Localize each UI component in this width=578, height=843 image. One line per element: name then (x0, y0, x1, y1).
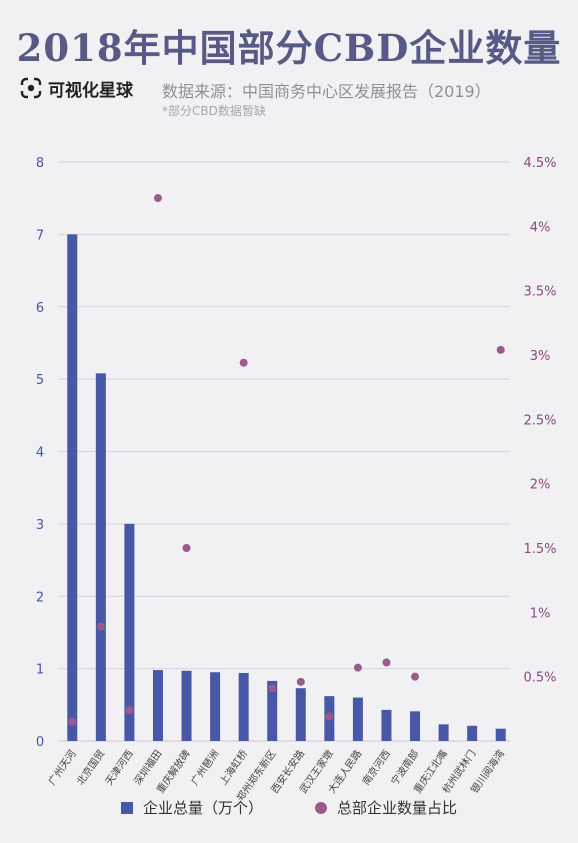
scatter-point (411, 672, 420, 681)
left-axis-tick-label: 4 (36, 446, 44, 461)
bar (210, 672, 221, 741)
left-axis-tick-label: 5 (36, 373, 44, 388)
scatter-point (353, 663, 362, 672)
x-axis-category-label: 上海虹桥 (217, 747, 251, 787)
bar (467, 725, 478, 741)
bar (295, 688, 306, 741)
brand-logo: 可视化星球 (20, 76, 133, 101)
scatter-point (496, 345, 505, 354)
scatter-point (382, 658, 391, 667)
bar (238, 672, 249, 741)
data-note: *部分CBD数据暂缺 (162, 104, 266, 118)
right-axis-tick-label: 4.5% (523, 156, 556, 171)
right-axis-tick-label: 4% (530, 220, 551, 235)
chart-plot: 0 1 2 3 4 5 6 7 8 0.5% 1% 1.5% 2% 2.5% 3% 3.5% 4% 4.5% 广州天… (36, 156, 557, 800)
scatter-point (182, 544, 191, 552)
data-source: 数据来源：中国商务中心区发展报告（2019） (162, 82, 491, 101)
legend-dot-swatch (315, 801, 327, 814)
bar (95, 373, 106, 741)
x-axis-category-label: 深圳福田 (131, 747, 165, 787)
right-axis-tick-label: 3% (530, 349, 551, 364)
bar (67, 234, 78, 741)
scatter-point (125, 706, 134, 715)
bar (410, 711, 421, 741)
x-axis-category-label: 南京河西 (359, 747, 393, 787)
chart-legend: 企业总量（万个） 总部企业数量占比 (0, 797, 578, 818)
x-axis-category-label: 广州天河 (46, 748, 79, 788)
x-axis-category-label: 广州琶洲 (189, 748, 222, 788)
left-axis-tick-label: 3 (36, 518, 44, 533)
left-axis-tick-label: 6 (36, 301, 44, 316)
left-axis-tick-label: 2 (36, 590, 44, 605)
right-axis-tick-label: 3.5% (523, 285, 556, 300)
bar (352, 697, 363, 741)
x-axis-category-label: 宁波南部 (388, 747, 422, 787)
x-axis-category-label: 天津河西 (103, 748, 136, 788)
scatter-point (153, 194, 162, 203)
right-axis-tick-label: 1% (530, 606, 551, 621)
right-axis-tick-label: 0.5% (523, 671, 556, 686)
legend-label-bars: 企业总量（万个） (142, 799, 263, 817)
brand-name: 可视化星球 (48, 80, 133, 101)
scatter-point (296, 677, 305, 686)
legend-item-dots: 总部企业数量占比 (315, 797, 457, 818)
left-axis-tick-label: 8 (36, 156, 44, 171)
scatter-point (325, 712, 334, 721)
x-axis-category-label: 北京国贸 (74, 747, 108, 787)
scatter-point (96, 622, 105, 631)
bar (438, 724, 449, 741)
bar (381, 709, 392, 741)
legend-bar-swatch (120, 801, 133, 814)
chart-title: 2018年中国部分CBD企业数量 (16, 26, 562, 70)
right-axis-tick-label: 2% (530, 478, 551, 493)
bar (124, 523, 135, 741)
scatter-point (239, 358, 248, 367)
bar (181, 670, 192, 741)
legend-label-dots: 总部企业数量占比 (337, 799, 458, 817)
bar (152, 670, 163, 741)
left-axis-tick-label: 1 (36, 663, 44, 678)
left-axis-tick-label: 0 (36, 735, 44, 750)
right-axis-tick-label: 1.5% (523, 542, 556, 557)
bar (267, 680, 278, 741)
planet-logo-icon (20, 77, 42, 99)
scatter-point (268, 684, 277, 693)
legend-item-bars: 企业总量（万个） (120, 797, 263, 818)
left-axis-tick-label: 7 (36, 228, 44, 243)
bar (495, 728, 506, 741)
scatter-point (68, 717, 77, 726)
right-axis-tick-label: 2.5% (523, 413, 556, 428)
